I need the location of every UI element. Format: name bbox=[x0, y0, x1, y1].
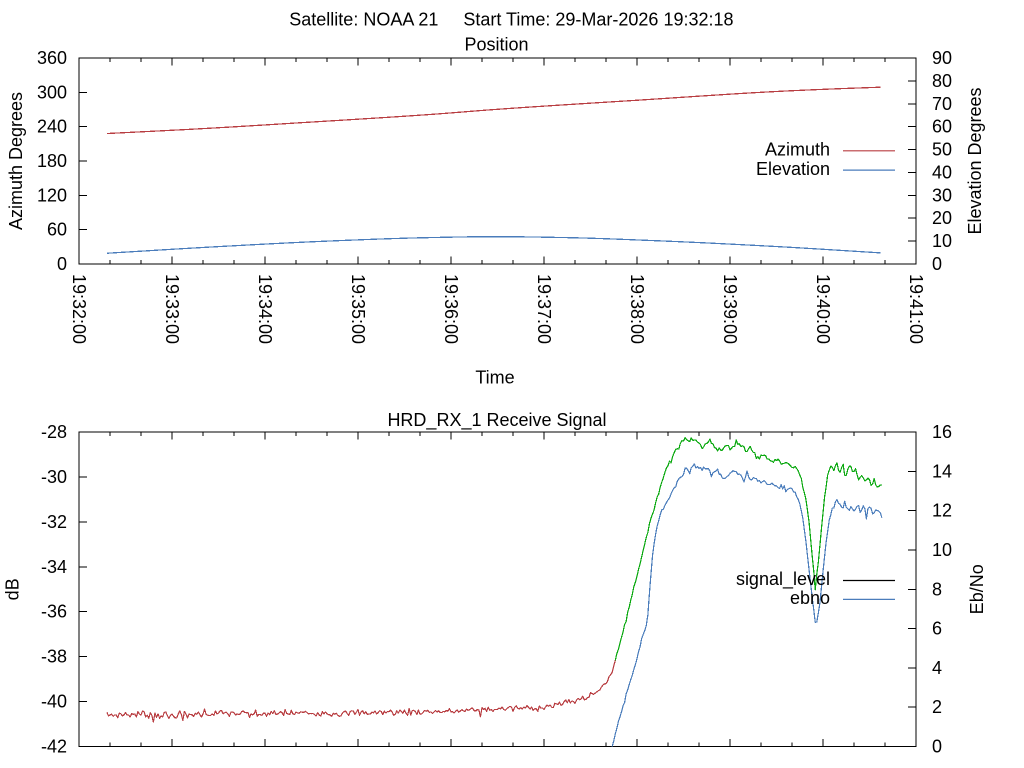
svg-text:50: 50 bbox=[932, 140, 952, 160]
svg-text:-42: -42 bbox=[41, 737, 67, 757]
svg-text:40: 40 bbox=[932, 162, 952, 182]
svg-text:10: 10 bbox=[932, 231, 952, 251]
svg-text:70: 70 bbox=[932, 94, 952, 114]
svg-text:Azimuth Degrees: Azimuth Degrees bbox=[6, 92, 26, 230]
svg-text:-30: -30 bbox=[41, 467, 67, 487]
svg-text:signal_level: signal_level bbox=[736, 569, 830, 590]
svg-text:180: 180 bbox=[37, 151, 67, 171]
svg-text:-36: -36 bbox=[41, 602, 67, 622]
svg-text:-38: -38 bbox=[41, 647, 67, 667]
svg-text:300: 300 bbox=[37, 82, 67, 102]
svg-text:19:38:00: 19:38:00 bbox=[627, 274, 647, 344]
svg-text:16: 16 bbox=[932, 422, 952, 442]
svg-text:20: 20 bbox=[932, 208, 952, 228]
svg-text:-34: -34 bbox=[41, 557, 67, 577]
svg-text:19:32:00: 19:32:00 bbox=[69, 274, 89, 344]
svg-text:Time: Time bbox=[475, 368, 514, 388]
svg-text:0: 0 bbox=[932, 254, 942, 274]
svg-text:14: 14 bbox=[932, 461, 952, 481]
svg-text:10: 10 bbox=[932, 540, 952, 560]
svg-text:360: 360 bbox=[37, 48, 67, 68]
svg-text:80: 80 bbox=[932, 71, 952, 91]
svg-text:dB: dB bbox=[3, 578, 23, 600]
svg-text:19:39:00: 19:39:00 bbox=[720, 274, 740, 344]
svg-text:12: 12 bbox=[932, 501, 952, 521]
svg-text:19:35:00: 19:35:00 bbox=[348, 274, 368, 344]
svg-text:19:36:00: 19:36:00 bbox=[441, 274, 461, 344]
svg-text:19:37:00: 19:37:00 bbox=[534, 274, 554, 344]
svg-text:120: 120 bbox=[37, 185, 67, 205]
svg-text:Satellite: NOAA 21 Start T: Satellite: NOAA 21 Start Time: 29-Mar-20… bbox=[289, 10, 733, 30]
svg-text:240: 240 bbox=[37, 117, 67, 137]
svg-text:-32: -32 bbox=[41, 512, 67, 532]
svg-text:6: 6 bbox=[932, 619, 942, 639]
svg-text:19:40:00: 19:40:00 bbox=[813, 274, 833, 344]
svg-text:19:41:00: 19:41:00 bbox=[906, 274, 926, 344]
svg-text:Azimuth: Azimuth bbox=[765, 140, 830, 160]
svg-text:-28: -28 bbox=[41, 422, 67, 442]
svg-text:ebno: ebno bbox=[790, 588, 830, 608]
svg-text:90: 90 bbox=[932, 48, 952, 68]
svg-text:2: 2 bbox=[932, 697, 942, 717]
svg-text:19:34:00: 19:34:00 bbox=[255, 274, 275, 344]
svg-text:0: 0 bbox=[932, 737, 942, 757]
svg-text:0: 0 bbox=[57, 254, 67, 274]
svg-text:4: 4 bbox=[932, 658, 942, 678]
svg-text:Eb/No: Eb/No bbox=[967, 564, 987, 614]
svg-text:19:33:00: 19:33:00 bbox=[162, 274, 182, 344]
svg-text:60: 60 bbox=[47, 220, 67, 240]
svg-text:HRD_RX_1 Receive Signal: HRD_RX_1 Receive Signal bbox=[387, 410, 606, 431]
svg-text:60: 60 bbox=[932, 117, 952, 137]
svg-text:30: 30 bbox=[932, 185, 952, 205]
svg-text:8: 8 bbox=[932, 579, 942, 599]
svg-text:Position: Position bbox=[464, 35, 528, 55]
svg-text:Elevation Degrees: Elevation Degrees bbox=[965, 87, 985, 234]
svg-text:Elevation: Elevation bbox=[756, 159, 830, 179]
svg-text:-40: -40 bbox=[41, 692, 67, 712]
